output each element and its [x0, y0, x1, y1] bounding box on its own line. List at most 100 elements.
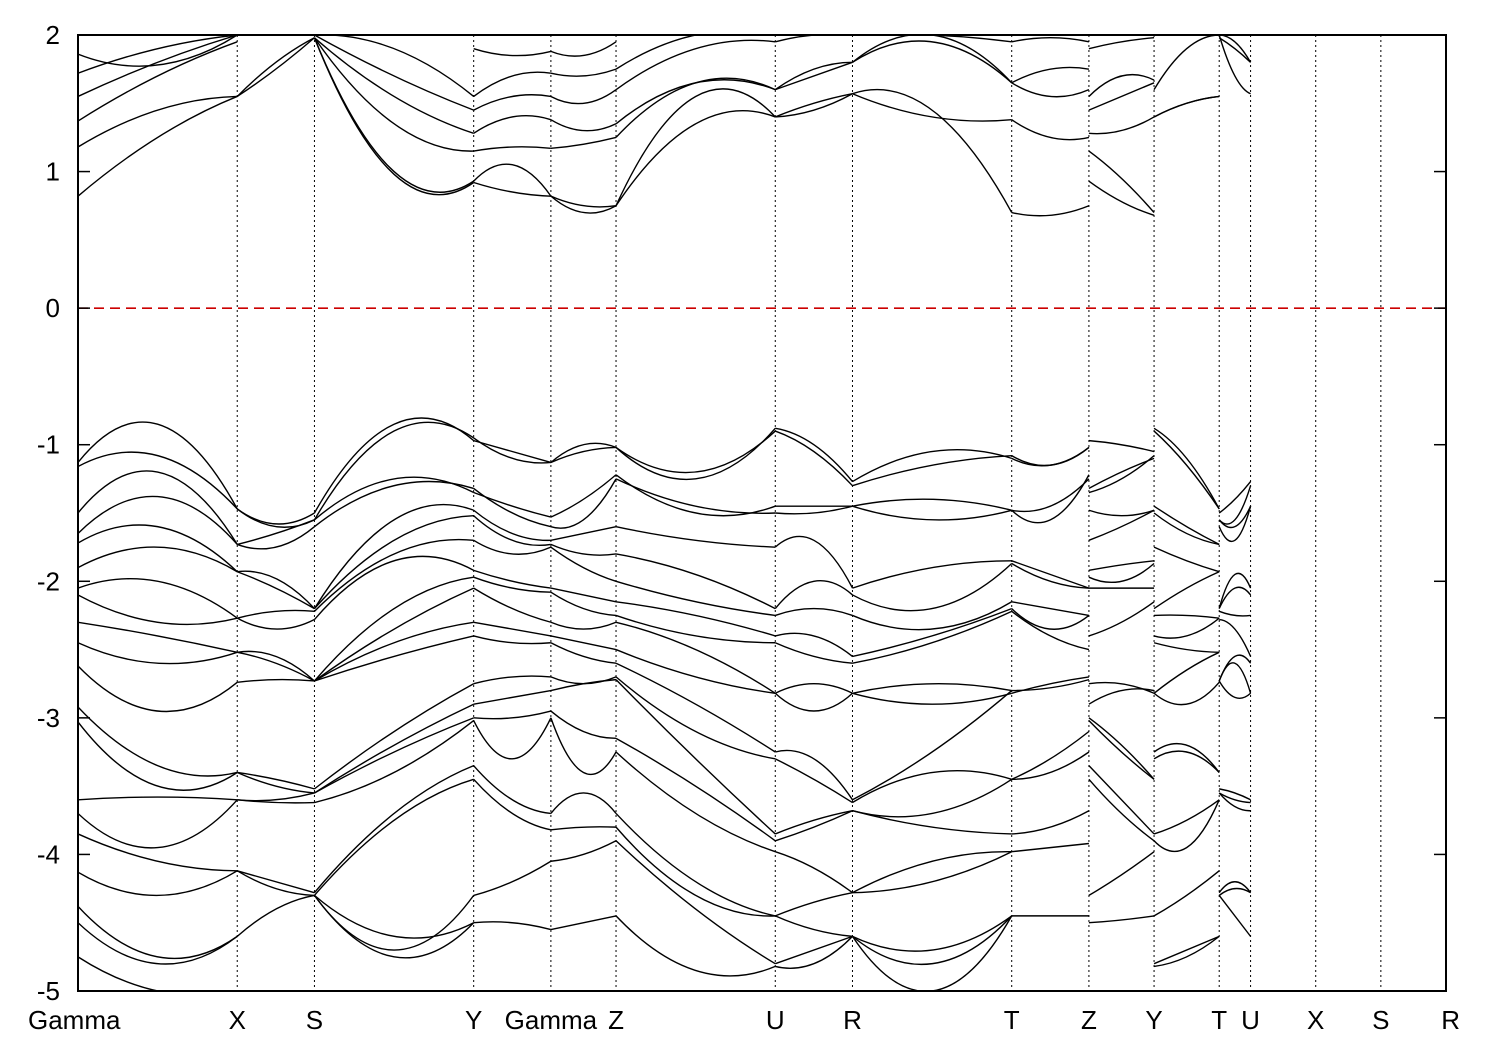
band-s-y-22	[313, 765, 474, 894]
plot-frame	[77, 34, 1447, 992]
band-s-y-1	[313, 37, 475, 193]
band-y-t-14	[1088, 601, 1155, 637]
band-x-s-1	[236, 37, 315, 98]
band-y-gamma-10	[473, 487, 552, 528]
band-z-u-9	[615, 478, 776, 514]
band-r-t-21	[852, 851, 1013, 894]
band-gamma-z-26	[550, 915, 617, 931]
band-t-z-7	[1011, 474, 1090, 524]
band-t-z-9	[1011, 560, 1090, 589]
band-u-r-0	[775, 93, 853, 118]
band-x-s-16	[237, 792, 315, 802]
band-z-u-18	[615, 676, 776, 760]
band-x-s-0	[236, 37, 315, 97]
band-u-r-21	[775, 891, 853, 917]
y-tick-label: -2	[37, 566, 60, 596]
band-x-s-10	[236, 617, 315, 630]
band-gamma-x-1	[78, 95, 238, 148]
band-gamma-z-17	[550, 635, 617, 651]
band-s-r-13	[1218, 680, 1252, 699]
band-gamma-z-24	[550, 826, 617, 831]
band-x-s-12	[237, 650, 315, 682]
x-tick-label-gamma: Gamma	[505, 1005, 598, 1035]
band-s-r-10	[1219, 618, 1252, 657]
band-r-t-15	[852, 682, 1012, 694]
band-gamma-x-12	[78, 578, 238, 619]
band-r-t-10	[852, 563, 1013, 612]
band-y-gamma-16	[473, 587, 552, 623]
band-u-x-16	[1153, 799, 1220, 835]
band-t-z-13	[1011, 610, 1090, 651]
band-z-u-6	[615, 427, 776, 481]
band-r-t-5	[852, 449, 1012, 483]
band-gamma-z-9	[550, 474, 617, 518]
band-gamma-z-21	[550, 710, 617, 740]
y-axis: 2 1 0 -1 -2 -3 -4 -5	[37, 20, 1446, 1006]
band-u-r-3	[774, 61, 853, 91]
band-z-u-14	[615, 614, 776, 644]
band-u-r-9	[774, 535, 854, 589]
band-u-r-24	[775, 935, 853, 969]
band-s-r-6	[1218, 505, 1252, 542]
band-gamma-z-16	[550, 621, 617, 630]
band-gamma-x-22	[78, 870, 238, 897]
band-u-r-6	[775, 430, 853, 487]
band-s-r-3	[1218, 481, 1252, 514]
band-s-y-9	[314, 480, 474, 528]
band-s-r-7	[1218, 572, 1252, 609]
band-y-gamma-0	[473, 181, 551, 197]
band-s-y-17	[314, 635, 474, 682]
band-gamma-x-6	[78, 421, 238, 510]
band-x-s-8	[236, 571, 315, 610]
band-x-s-15	[236, 771, 315, 794]
band-y-gamma-26	[473, 921, 552, 931]
band-y-t-5	[1088, 37, 1155, 50]
band-t-z-18	[1011, 810, 1090, 835]
band-s-y-14	[313, 576, 474, 682]
band-gamma-z-14	[550, 587, 617, 603]
band-s-y-15	[314, 587, 474, 682]
band-gamma-z-18	[550, 642, 617, 664]
band-y-t-3	[1088, 82, 1155, 111]
band-t-z-10	[1011, 562, 1089, 589]
band-y-gamma-14	[473, 569, 551, 589]
band-y-t-21	[1088, 851, 1155, 897]
band-gamma-z-6	[550, 41, 617, 57]
band-gamma-z-15	[550, 591, 617, 617]
band-y-gamma-18	[473, 635, 551, 645]
band-r-t-7	[852, 498, 1012, 511]
band-t-z-19	[1011, 842, 1089, 853]
band-u-x-14	[1153, 743, 1220, 773]
band-u-r-8	[775, 505, 853, 515]
band-z-u-10	[615, 525, 776, 548]
band-s-y-5	[314, 35, 475, 97]
x-tick-label-x: X	[229, 1005, 246, 1035]
band-y-gamma-7	[473, 439, 552, 464]
y-tick-label: -5	[37, 976, 60, 1006]
band-gamma-x-15	[78, 642, 238, 665]
band-gamma-z-12	[550, 543, 617, 556]
band-gamma-z-4	[550, 89, 617, 105]
band-s-y-23	[313, 778, 474, 896]
band-y-t-10	[1088, 509, 1155, 541]
x-tick-label-t: T	[1004, 1005, 1020, 1035]
y-tick-label: -1	[37, 430, 60, 460]
band-t-z-2	[1011, 82, 1090, 98]
band-u-x-6	[1153, 512, 1220, 546]
band-t-z-5	[1011, 446, 1090, 467]
band-z-u-17	[615, 662, 776, 753]
band-s-y-19	[314, 703, 474, 794]
x-axis: Gamma X S Y Gamma Z U R T Z Y T U X S R	[28, 1005, 1460, 1035]
band-gamma-x-17	[78, 706, 238, 777]
band-r-t-22	[852, 915, 1013, 952]
band-z-u-0	[615, 109, 776, 207]
band-r-t-17	[852, 769, 1012, 804]
band-y-t-16	[1088, 688, 1155, 705]
band-y-gamma-6	[473, 47, 552, 57]
x-tick-label-t: T	[1211, 1005, 1227, 1035]
band-u-x-9	[1154, 614, 1220, 619]
band-z-u-16	[615, 648, 776, 694]
x-tick-label-r: R	[843, 1005, 862, 1035]
band-u-r-18	[775, 810, 853, 835]
